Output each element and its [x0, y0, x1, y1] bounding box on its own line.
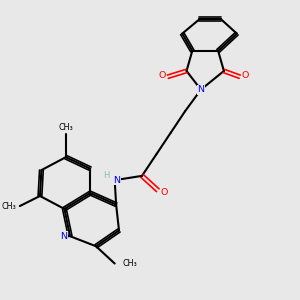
Text: CH₃: CH₃: [2, 202, 16, 211]
Text: O: O: [242, 71, 249, 80]
Text: O: O: [158, 71, 166, 80]
Text: H: H: [103, 170, 110, 179]
Text: N: N: [60, 232, 67, 241]
Text: N: N: [113, 176, 121, 185]
Text: N: N: [197, 85, 204, 94]
Text: O: O: [160, 188, 168, 197]
Text: CH₃: CH₃: [123, 259, 137, 268]
Text: CH₃: CH₃: [58, 122, 73, 131]
